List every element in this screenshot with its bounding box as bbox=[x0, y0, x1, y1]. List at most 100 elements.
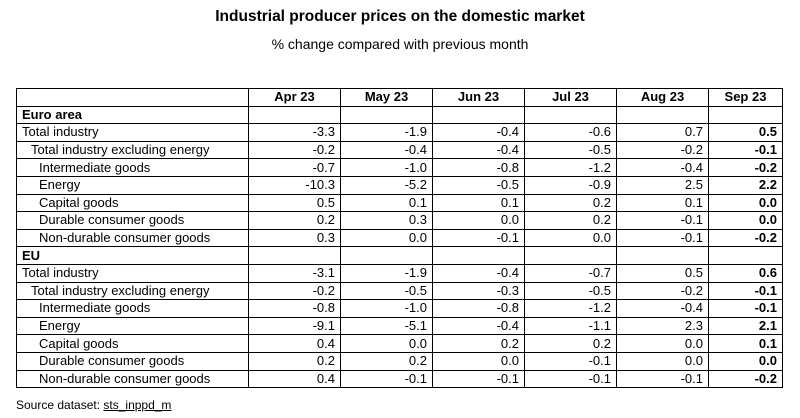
value-cell: -0.8 bbox=[248, 299, 341, 318]
table-row: Total industry excluding energy -0.2 -0.5 -… bbox=[16, 281, 783, 301]
value-cell: 0.4 bbox=[248, 334, 341, 353]
table-row: Total industry -3.3 -1.9 -0.4 -0.6 0.7 0.5 bbox=[16, 123, 783, 142]
column-header: Aug 23 bbox=[616, 88, 709, 107]
row-label: Total industry bbox=[16, 123, 249, 142]
value-cell: 0.0 bbox=[432, 351, 525, 371]
value-cell: -0.5 bbox=[340, 281, 433, 301]
value-cell: 0.1 bbox=[432, 193, 525, 213]
row-label: Total industry excluding energy bbox=[16, 140, 249, 160]
source-note: Source dataset: sts_inppd_m bbox=[16, 398, 171, 412]
section-row: Euro area bbox=[16, 105, 783, 125]
value-cell: 0.0 bbox=[340, 334, 433, 353]
column-header: May 23 bbox=[340, 88, 433, 107]
value-cell: -0.2 bbox=[616, 140, 709, 160]
value-cell: 0.1 bbox=[340, 193, 433, 213]
value-cell: 0.3 bbox=[248, 228, 341, 248]
producer-prices-table: Apr 23 May 23 Jun 23 Jul 23 Aug 23 Sep 2… bbox=[16, 88, 783, 389]
section-label: Euro area bbox=[16, 105, 249, 125]
value-cell: -0.6 bbox=[524, 123, 617, 142]
value-cell: -0.1 bbox=[340, 369, 433, 389]
value-cell: -0.2 bbox=[616, 281, 709, 301]
table-row: Durable consumer goods 0.2 0.2 0.0 -0.1 0.0 0.… bbox=[16, 351, 783, 371]
value-cell: -5.2 bbox=[340, 175, 433, 195]
value-cell: 0.5 bbox=[708, 123, 783, 142]
header-row: Apr 23 May 23 Jun 23 Jul 23 Aug 23 Sep 2… bbox=[16, 88, 783, 107]
source-prefix: Source dataset: bbox=[16, 398, 104, 412]
value-cell: 2.3 bbox=[616, 316, 709, 336]
row-label: Durable consumer goods bbox=[16, 351, 249, 371]
value-cell: -0.2 bbox=[708, 228, 783, 248]
value-cell: -0.1 bbox=[708, 299, 783, 318]
row-label: Total industry excluding energy bbox=[16, 281, 249, 301]
table-title: Industrial producer prices on the domest… bbox=[215, 8, 585, 25]
row-label: Total industry bbox=[16, 263, 249, 283]
value-cell: 0.0 bbox=[616, 351, 709, 371]
value-cell: -0.8 bbox=[432, 158, 525, 177]
row-label: Non-durable consumer goods bbox=[16, 228, 249, 248]
value-cell: 2.1 bbox=[708, 316, 783, 336]
value-cell: 0.0 bbox=[708, 351, 783, 371]
table-row: Total industry -3.1 -1.9 -0.4 -0.7 0.5 0.6 bbox=[16, 263, 783, 283]
empty-cell bbox=[248, 105, 341, 125]
value-cell: -0.4 bbox=[432, 316, 525, 336]
dataset-link[interactable]: sts_inppd_m bbox=[103, 398, 172, 412]
table-row: Capital goods 0.4 0.0 0.2 0.2 0.0 0.1 bbox=[16, 334, 783, 353]
value-cell: -0.1 bbox=[432, 369, 525, 389]
value-cell: -1.2 bbox=[524, 158, 617, 177]
value-cell: 0.2 bbox=[248, 351, 341, 371]
column-header: Jun 23 bbox=[432, 88, 525, 107]
value-cell: 0.6 bbox=[708, 263, 783, 283]
empty-cell bbox=[340, 105, 433, 125]
empty-cell bbox=[432, 105, 525, 125]
value-cell: 0.5 bbox=[616, 263, 709, 283]
value-cell: -0.1 bbox=[524, 351, 617, 371]
column-header bbox=[16, 88, 249, 107]
section-row: EU bbox=[16, 246, 783, 265]
row-label: Capital goods bbox=[16, 334, 249, 353]
table-row: Durable consumer goods 0.2 0.3 0.0 0.2 -0.1 0.… bbox=[16, 211, 783, 230]
value-cell: -0.1 bbox=[708, 281, 783, 301]
table-row: Energy -10.3 -5.2 -0.5 -0.9 2.5 2.2 bbox=[16, 175, 783, 195]
table-row: Capital goods 0.5 0.1 0.1 0.2 0.1 0.0 bbox=[16, 193, 783, 213]
row-label: Capital goods bbox=[16, 193, 249, 213]
value-cell: -0.7 bbox=[248, 158, 341, 177]
value-cell: -0.9 bbox=[524, 175, 617, 195]
value-cell: 0.3 bbox=[340, 211, 433, 230]
column-header: Jul 23 bbox=[524, 88, 617, 107]
row-label: Intermediate goods bbox=[16, 158, 249, 177]
value-cell: -0.1 bbox=[432, 228, 525, 248]
value-cell: 0.2 bbox=[248, 211, 341, 230]
empty-cell bbox=[432, 246, 525, 265]
value-cell: -0.4 bbox=[616, 299, 709, 318]
value-cell: 0.1 bbox=[616, 193, 709, 213]
row-label: Intermediate goods bbox=[16, 299, 249, 318]
value-cell: 0.2 bbox=[340, 351, 433, 371]
value-cell: 0.2 bbox=[432, 334, 525, 353]
empty-cell bbox=[616, 246, 709, 265]
value-cell: 0.2 bbox=[524, 211, 617, 230]
value-cell: -0.1 bbox=[616, 369, 709, 389]
value-cell: -0.4 bbox=[432, 140, 525, 160]
value-cell: -0.2 bbox=[248, 140, 341, 160]
value-cell: -1.0 bbox=[340, 158, 433, 177]
value-cell: -0.2 bbox=[708, 158, 783, 177]
value-cell: -0.2 bbox=[708, 369, 783, 389]
value-cell: -0.8 bbox=[432, 299, 525, 318]
value-cell: -0.1 bbox=[524, 369, 617, 389]
table-subtitle: % change compared with previous month bbox=[271, 36, 529, 52]
value-cell: 0.5 bbox=[248, 193, 341, 213]
empty-cell bbox=[616, 105, 709, 125]
value-cell: 0.7 bbox=[616, 123, 709, 142]
value-cell: -1.1 bbox=[524, 316, 617, 336]
value-cell: -1.2 bbox=[524, 299, 617, 318]
value-cell: 0.0 bbox=[524, 228, 617, 248]
value-cell: 0.2 bbox=[524, 193, 617, 213]
value-cell: -1.9 bbox=[340, 263, 433, 283]
value-cell: -9.1 bbox=[248, 316, 341, 336]
table-body: Euro area Total industry -3.3 -1.9 -0.4 -0.6 0… bbox=[16, 105, 783, 389]
table-row: Non-durable consumer goods 0.4 -0.1 -0.1 -0.… bbox=[16, 369, 783, 389]
value-cell: 0.0 bbox=[616, 334, 709, 353]
empty-cell bbox=[248, 246, 341, 265]
table-row: Intermediate goods -0.7 -1.0 -0.8 -1.2 -0.4 -0… bbox=[16, 158, 783, 177]
value-cell: -0.1 bbox=[616, 211, 709, 230]
